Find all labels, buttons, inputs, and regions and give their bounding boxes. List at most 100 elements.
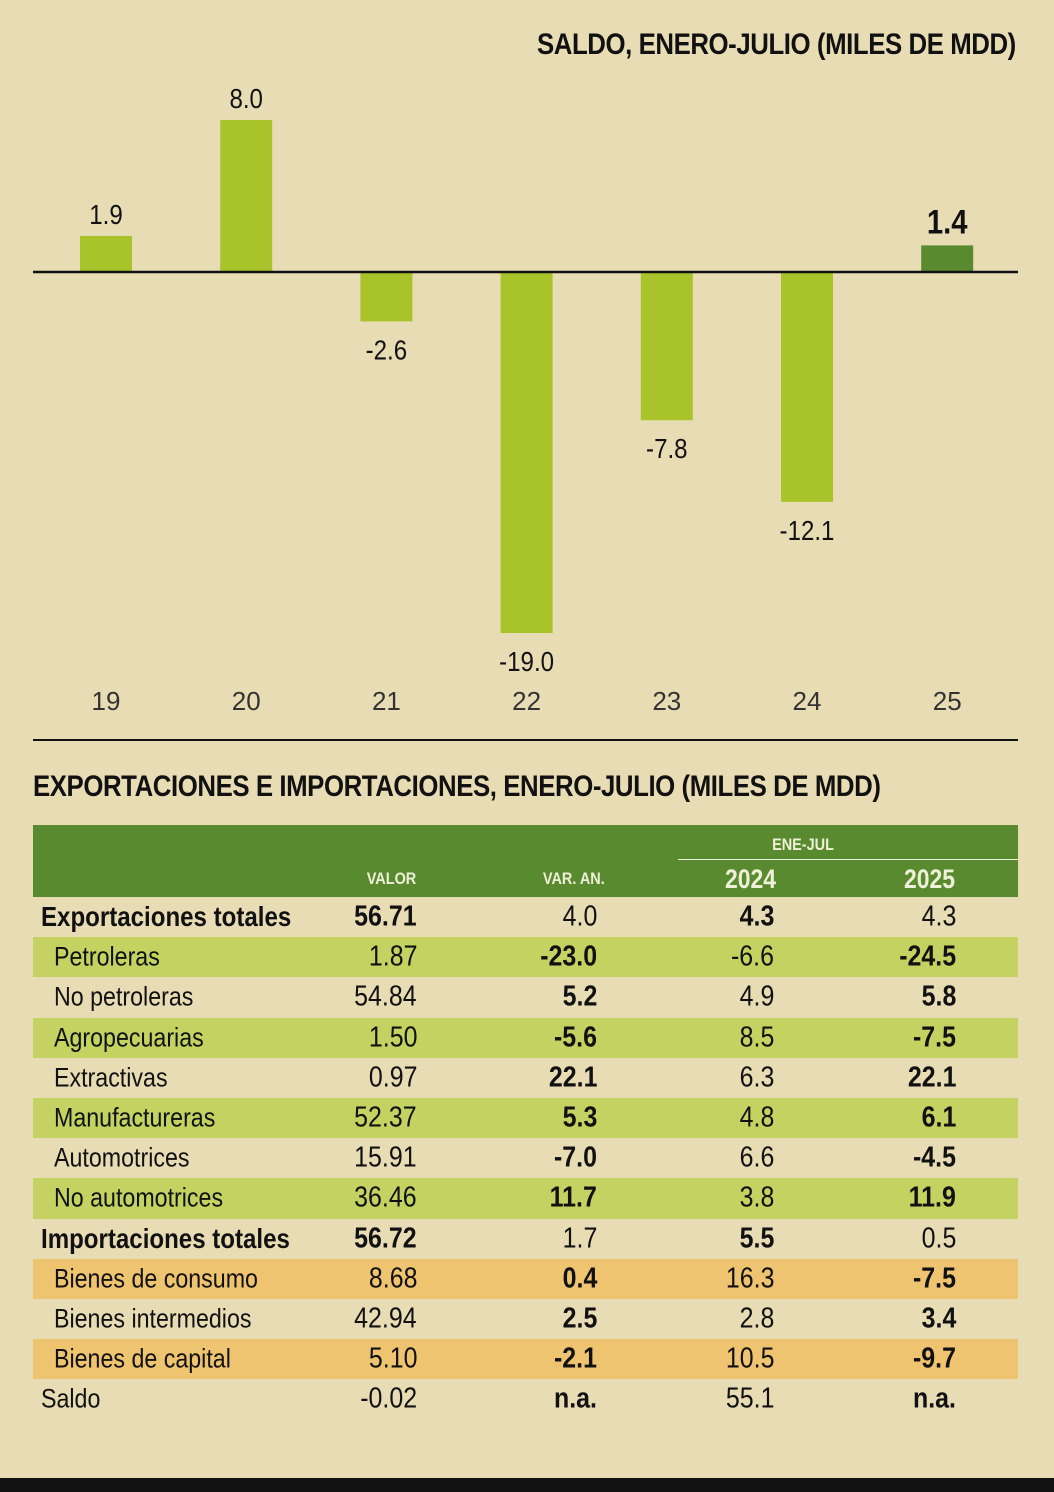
value-label-21: -2.6: [366, 334, 407, 366]
bar-25: [921, 245, 974, 272]
value-label-20: 8.0: [229, 82, 262, 114]
cell-var-an: n.a.: [554, 1382, 597, 1415]
table-row: Automotrices 15.91 -7.0 6.6 -4.5: [33, 1138, 1018, 1178]
table-header: ENE-JUL VALOR VAR. AN. 2024 2025: [33, 825, 1018, 897]
x-tick-25: 25: [933, 686, 962, 716]
cell-2024: 6.3: [739, 1061, 774, 1094]
value-label-24: -12.1: [780, 514, 835, 546]
cell-valor: 42.94: [354, 1302, 417, 1335]
row-label: Importaciones totales: [41, 1222, 290, 1254]
header-2024: 2024: [724, 864, 776, 894]
cell-2024: 4.9: [739, 980, 774, 1013]
cell-2024: 5.5: [739, 1222, 774, 1255]
row-label: No petroleras: [54, 981, 194, 1012]
cell-var-an: 11.7: [549, 1181, 597, 1214]
cell-valor: 8.68: [368, 1262, 417, 1295]
trade-table: ENE-JUL VALOR VAR. AN. 2024 2025 Exporta…: [33, 825, 1018, 1419]
cell-2025: -4.5: [913, 1141, 956, 1174]
value-label-23: -7.8: [646, 432, 687, 464]
row-label: Saldo: [41, 1383, 101, 1414]
table-row: No automotrices 36.46 11.7 3.8 11.9: [33, 1178, 1018, 1219]
cell-2024: 6.6: [739, 1141, 774, 1174]
x-tick-22: 22: [512, 686, 541, 716]
table-row: Extractivas 0.97 22.1 6.3 22.1: [33, 1058, 1018, 1098]
cell-2024: 2.8: [739, 1302, 774, 1335]
row-label: Automotrices: [54, 1142, 190, 1173]
cell-var-an: 5.3: [562, 1101, 597, 1134]
bottom-bar: [0, 1478, 1054, 1492]
cell-valor: 36.46: [354, 1181, 417, 1214]
table-row: Manufactureras 52.37 5.3 4.8 6.1: [33, 1097, 1018, 1139]
cell-var-an: -5.6: [554, 1021, 597, 1054]
bar-22: [500, 272, 553, 633]
header-var-an: VAR. AN.: [543, 869, 605, 888]
cell-valor: 1.87: [368, 940, 417, 973]
x-tick-24: 24: [793, 686, 822, 716]
table-row: Importaciones totales 56.72 1.7 5.5 0.5: [33, 1219, 1018, 1259]
row-label: No automotrices: [54, 1182, 224, 1213]
cell-2025: -9.7: [913, 1342, 956, 1375]
header-group-ene-jul: ENE-JUL: [772, 835, 834, 854]
cell-valor: 15.91: [354, 1141, 417, 1174]
cell-2024: 4.8: [739, 1101, 774, 1134]
cell-var-an: 22.1: [548, 1061, 597, 1094]
cell-2025: 4.3: [921, 900, 956, 933]
table-row: Exportaciones totales 56.71 4.0 4.3 4.3: [33, 897, 1018, 937]
row-label: Petroleras: [54, 941, 160, 972]
cell-2025: -7.5: [913, 1262, 956, 1295]
cell-var-an: -7.0: [554, 1141, 597, 1174]
cell-var-an: 5.2: [562, 980, 597, 1013]
x-tick-23: 23: [652, 686, 681, 716]
x-tick-19: 19: [92, 686, 121, 716]
x-tick-21: 21: [372, 686, 401, 716]
value-label-25: 1.4: [927, 202, 968, 241]
cell-var-an: 1.7: [562, 1222, 597, 1255]
cell-valor: 56.72: [354, 1222, 417, 1255]
cell-2025: 11.9: [908, 1181, 956, 1214]
bar-21: [360, 272, 413, 322]
cell-var-an: -23.0: [540, 940, 597, 973]
table-row: Bienes intermedios 42.94 2.5 2.8 3.4: [33, 1299, 1018, 1339]
cell-2025: -7.5: [913, 1021, 956, 1054]
header-2025: 2025: [903, 864, 955, 894]
cell-2024: 3.8: [739, 1181, 774, 1214]
cell-2025: -24.5: [899, 940, 956, 973]
cell-2024: -6.6: [731, 940, 774, 973]
table-title: EXPORTACIONES E IMPORTACIONES, ENERO-JUL…: [33, 770, 881, 803]
row-label: Bienes de capital: [54, 1343, 231, 1374]
row-label: Bienes de consumo: [54, 1263, 258, 1294]
bar-24: [781, 272, 833, 502]
cell-var-an: -2.1: [554, 1342, 597, 1375]
cell-2025: n.a.: [913, 1382, 956, 1415]
cell-var-an: 4.0: [562, 900, 597, 933]
row-label: Extractivas: [54, 1062, 168, 1093]
cell-2024: 10.5: [725, 1342, 774, 1375]
cell-var-an: 0.4: [562, 1262, 597, 1295]
table-row: Bienes de consumo 8.68 0.4 16.3 -7.5: [33, 1258, 1018, 1299]
bar-20: [220, 120, 273, 272]
table-row: Petroleras 1.87 -23.0 -6.6 -24.5: [33, 937, 1018, 978]
table-row: Agropecuarias 1.50 -5.6 8.5 -7.5: [33, 1017, 1018, 1058]
bar-19: [80, 235, 132, 272]
row-label: Bienes intermedios: [54, 1303, 252, 1334]
x-tick-20: 20: [232, 686, 261, 716]
chart-title: SALDO, ENERO-JULIO (MILES DE MDD): [537, 28, 1016, 61]
cell-valor: 1.50: [368, 1021, 417, 1054]
cell-valor: 56.71: [354, 900, 417, 933]
section-divider: [33, 739, 1018, 741]
cell-var-an: 2.5: [562, 1302, 597, 1335]
row-label: Exportaciones totales: [41, 901, 292, 933]
cell-valor: 52.37: [354, 1101, 417, 1134]
cell-valor: -0.02: [360, 1382, 417, 1415]
value-label-19: 1.9: [89, 198, 122, 230]
value-label-22: -19.0: [499, 645, 554, 677]
cell-2024: 55.1: [725, 1382, 774, 1415]
row-label: Agropecuarias: [54, 1022, 204, 1053]
cell-2024: 16.3: [725, 1262, 774, 1295]
cell-valor: 5.10: [368, 1342, 417, 1375]
cell-2025: 6.1: [921, 1101, 956, 1134]
bar-chart: 1.9 19 8.0 20 -2.6 21 -19.0 22 -7.8 23 -12.1 24 1.4 2…: [33, 82, 1018, 716]
cell-2024: 4.3: [739, 900, 774, 933]
cell-valor: 54.84: [354, 980, 417, 1013]
cell-2025: 3.4: [921, 1302, 956, 1335]
